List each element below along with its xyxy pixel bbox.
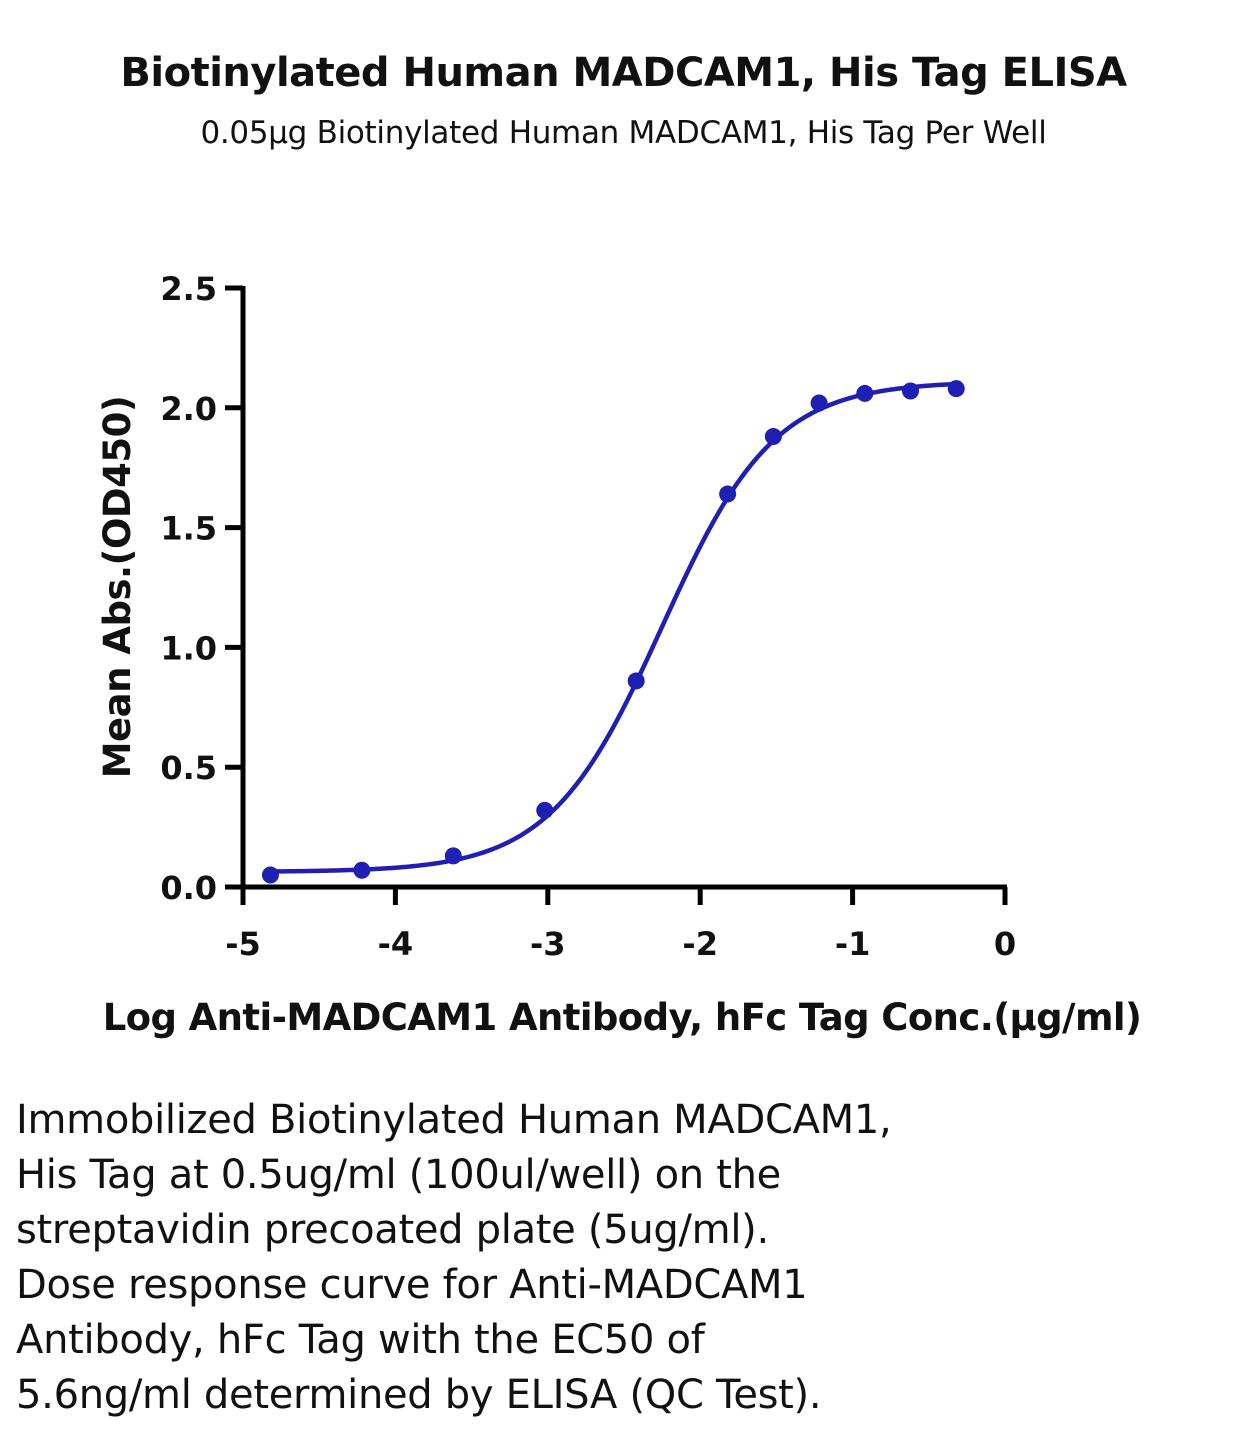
y-tick-label: 1.0 [160, 629, 217, 667]
chart-axes [240, 286, 1007, 890]
figure-caption: Immobilized Biotinylated Human MADCAM1, … [16, 1093, 1226, 1423]
y-tick-label: 1.5 [160, 510, 217, 548]
x-tick-label: 0 [994, 925, 1016, 963]
caption-line: streptavidin precoated plate (5ug/ml). [16, 1207, 769, 1253]
data-point [444, 847, 462, 865]
y-axis-label: Mean Abs.(OD450) [96, 396, 139, 779]
data-point [719, 485, 737, 503]
y-axis-ticks: 0.0 0.5 1.0 1.5 2.0 2.5 [160, 270, 243, 907]
data-point [353, 861, 371, 879]
data-point [810, 394, 828, 412]
caption-line: 5.6ng/ml determined by ELISA (QC Test). [16, 1372, 822, 1418]
x-axis-label: Log Anti-MADCAM1 Antibody, hFc Tag Conc.… [103, 996, 1142, 1039]
data-point [856, 384, 874, 402]
x-tick-label: -4 [378, 925, 414, 963]
data-point [764, 428, 782, 446]
data-point [627, 672, 645, 690]
y-tick-label: 2.0 [160, 390, 217, 428]
data-point [536, 801, 554, 819]
caption-line: Antibody, hFc Tag with the EC50 of [16, 1317, 705, 1363]
fit-curve-line [270, 381, 957, 874]
caption-line: Immobilized Biotinylated Human MADCAM1, [16, 1097, 892, 1143]
chart-subtitle: 0.05μg Biotinylated Human MADCAM1, His T… [200, 115, 1047, 151]
y-tick-label: 0.5 [160, 749, 217, 787]
chart-title: Biotinylated Human MADCAM1, His Tag ELIS… [120, 50, 1127, 96]
x-tick-label: -3 [530, 925, 566, 963]
fit-curve-layer [270, 381, 957, 874]
data-point [947, 380, 965, 398]
data-points [261, 380, 965, 884]
x-axis-ticks: -5 -4 -3 -2 -1 0 [225, 887, 1016, 963]
elisa-chart: -5 -4 -3 -2 -1 0 0.0 0.5 1.0 1.5 2.0 2.5 Log Anti-… [96, 270, 1142, 1039]
y-tick-label: 2.5 [160, 270, 217, 308]
caption-line: Dose response curve for Anti-MADCAM1 [16, 1262, 808, 1308]
y-tick-label: 0.0 [160, 869, 217, 907]
data-point [902, 382, 920, 400]
x-tick-label: -2 [682, 925, 718, 963]
data-point [261, 866, 279, 884]
caption-line: His Tag at 0.5ug/ml (100ul/well) on the [16, 1152, 781, 1198]
x-tick-label: -5 [225, 925, 261, 963]
x-tick-label: -1 [835, 925, 871, 963]
